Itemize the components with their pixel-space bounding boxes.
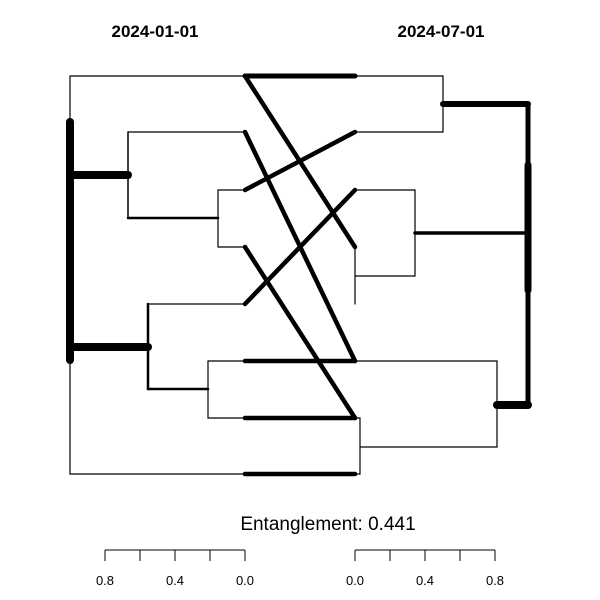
left-axis-tick-label-1: 0.8 [96,573,114,588]
left-axis-tick-label-3: 0.0 [236,573,254,588]
left-height-axis: 0.8 0.4 0.0 [96,549,254,588]
right-dendrogram [242,73,532,475]
left-dendrogram [66,75,246,475]
right-height-axis: 0.0 0.4 0.8 [346,549,504,588]
right-axis-tick-label-1: 0.0 [346,573,364,588]
connection-line-2 [242,244,358,421]
entanglement-label: Entanglement: 0.441 [240,514,415,535]
left-tree-title: 2024-01-01 [112,22,199,41]
connection-line-7 [242,73,358,250]
connection-lines [242,73,358,477]
right-axis-tick-label-2: 0.4 [416,573,434,588]
left-axis-tick-label-2: 0.4 [166,573,184,588]
right-tree-title: 2024-07-01 [398,22,485,41]
connection-line-4 [242,187,358,307]
right-axis-tick-label-3: 0.8 [486,573,504,588]
